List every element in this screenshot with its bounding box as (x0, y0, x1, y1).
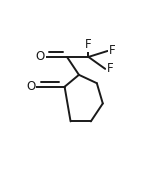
Text: O: O (26, 80, 35, 93)
Text: O: O (36, 50, 45, 63)
Text: F: F (107, 62, 113, 75)
Text: F: F (109, 44, 116, 57)
Text: F: F (85, 38, 92, 51)
